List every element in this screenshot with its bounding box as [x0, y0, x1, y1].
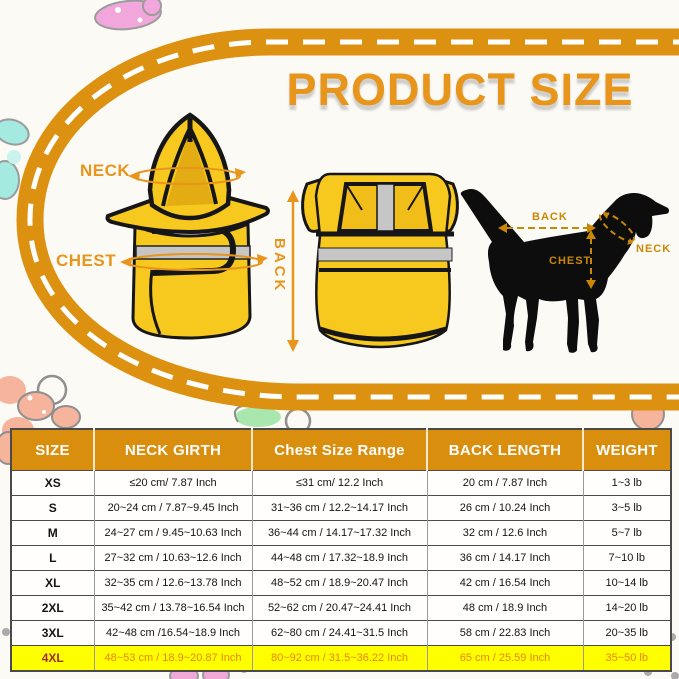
cell-back-length: 36 cm / 14.17 Inch — [426, 545, 583, 571]
back-length-arrow — [287, 190, 299, 352]
cell-size: XS — [11, 470, 94, 496]
front-coat-chest-label: CHEST — [56, 251, 117, 270]
dog-measure-arrows — [498, 211, 636, 289]
cell-chest-range: 62~80 cm / 24.41~31.5 Inch — [251, 620, 427, 646]
cell-size: 2XL — [11, 595, 94, 621]
col-header-neck-girth: NECK GIRTH — [93, 429, 252, 471]
front-coat-measure-arrows — [120, 167, 268, 271]
dog-chest-label: CHEST — [549, 255, 592, 267]
col-header-chest-range: Chest Size Range — [251, 429, 427, 471]
table-row: XS ≤20 cm/ 7.87 Inch ≤31 cm/ 12.2 Inch 2… — [11, 470, 671, 496]
cell-neck-girth: 35~42 cm / 13.78~16.54 Inch — [93, 595, 252, 621]
cell-neck-girth: 20~24 cm / 7.87~9.45 Inch — [93, 495, 252, 521]
page-title: PRODUCT SIZE — [286, 64, 634, 115]
cell-back-length: 42 cm / 16.54 Inch — [426, 570, 583, 596]
cell-weight: 10~14 lb — [582, 570, 671, 596]
cell-neck-girth: 32~35 cm / 12.6~13.78 Inch — [93, 570, 252, 596]
front-coat-neck-label: NECK — [80, 161, 131, 180]
table-row: 2XL 35~42 cm / 13.78~16.54 Inch 52~62 cm… — [11, 595, 671, 621]
cell-weight: 14~20 lb — [582, 595, 671, 621]
cell-neck-girth: 42~48 cm /16.54~18.9 Inch — [93, 620, 252, 646]
table-row: 3XL 42~48 cm /16.54~18.9 Inch 62~80 cm /… — [11, 620, 671, 646]
cell-size: 3XL — [11, 620, 94, 646]
size-table: SIZE NECK GIRTH Chest Size Range BACK LE… — [10, 428, 672, 672]
table-row: L 27~32 cm / 10.63~12.6 Inch 44~48 cm / … — [11, 545, 671, 571]
cell-chest-range: ≤31 cm/ 12.2 Inch — [251, 470, 427, 496]
table-row: M 24~27 cm / 9.45~10.63 Inch 36~44 cm / … — [11, 520, 671, 546]
cell-neck-girth: ≤20 cm/ 7.87 Inch — [93, 470, 252, 496]
cell-back-length: 58 cm / 22.83 Inch — [426, 620, 583, 646]
road-track — [16, 28, 679, 411]
cell-size: M — [11, 520, 94, 546]
cell-chest-range: 36~44 cm / 14.17~17.32 Inch — [251, 520, 427, 546]
cell-back-length: 32 cm / 12.6 Inch — [426, 520, 583, 546]
table-row: S 20~24 cm / 7.87~9.45 Inch 31~36 cm / 1… — [11, 495, 671, 521]
raincoat-front-view — [105, 112, 270, 340]
back-length-label: BACK — [271, 238, 288, 294]
col-header-size: SIZE — [11, 429, 94, 471]
cell-weight: 20~35 lb — [582, 620, 671, 646]
size-table-header: SIZE NECK GIRTH Chest Size Range BACK LE… — [11, 429, 671, 471]
cell-weight: 35~50 lb — [582, 645, 671, 671]
cell-chest-range: 48~52 cm / 18.9~20.47 Inch — [251, 570, 427, 596]
cell-chest-range: 44~48 cm / 17.32~18.9 Inch — [251, 545, 427, 571]
cell-weight: 1~3 lb — [582, 470, 671, 496]
cell-neck-girth: 24~27 cm / 9.45~10.63 Inch — [93, 520, 252, 546]
cell-back-length: 65 cm / 25.59 Inch — [426, 645, 583, 671]
cell-size: S — [11, 495, 94, 521]
cell-size: 4XL — [11, 645, 94, 671]
cell-weight: 5~7 lb — [582, 520, 671, 546]
cell-back-length: 20 cm / 7.87 Inch — [426, 470, 583, 496]
table-row: XL 32~35 cm / 12.6~13.78 Inch 48~52 cm /… — [11, 570, 671, 596]
cell-weight: 3~5 lb — [582, 495, 671, 521]
cell-neck-girth: 48~53 cm / 18.9~20.87 Inch — [93, 645, 252, 671]
size-table-body: XS ≤20 cm/ 7.87 Inch ≤31 cm/ 12.2 Inch 2… — [11, 470, 671, 671]
raincoat-back-view — [301, 172, 459, 349]
candy-doodles-left — [0, 118, 30, 200]
cell-back-length: 48 cm / 18.9 Inch — [426, 595, 583, 621]
cell-chest-range: 31~36 cm / 12.2~14.17 Inch — [251, 495, 427, 521]
col-header-back-length: BACK LENGTH — [426, 429, 583, 471]
candy-doodle-top — [94, 0, 162, 31]
cell-size: XL — [11, 570, 94, 596]
cell-chest-range: 52~62 cm / 20.47~24.41 Inch — [251, 595, 427, 621]
cell-size: L — [11, 545, 94, 571]
dog-back-label: BACK — [532, 211, 568, 223]
cell-neck-girth: 27~32 cm / 10.63~12.6 Inch — [93, 545, 252, 571]
col-header-weight: WEIGHT — [582, 429, 671, 471]
cell-chest-range: 80~92 cm / 31.5~36.22 Inch — [251, 645, 427, 671]
cell-back-length: 26 cm / 10.24 Inch — [426, 495, 583, 521]
cell-weight: 7~10 lb — [582, 545, 671, 571]
dog-silhouette — [460, 188, 669, 353]
table-row: 4XL 48~53 cm / 18.9~20.87 Inch 80~92 cm … — [11, 645, 671, 671]
dog-neck-label: NECK — [636, 243, 672, 255]
